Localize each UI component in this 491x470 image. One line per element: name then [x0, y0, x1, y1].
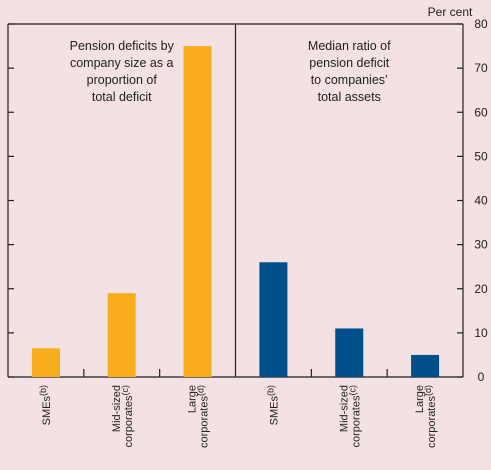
bar: [335, 328, 364, 377]
bar: [107, 293, 136, 377]
y-tick-label: 20: [474, 282, 488, 296]
category-note: (d): [196, 385, 206, 396]
panel-title-line: total deficit: [92, 90, 152, 104]
unit-label: Per cent: [428, 5, 473, 19]
category-label: Largecorporates(d): [414, 385, 438, 448]
y-tick-label: 80: [474, 17, 488, 31]
category-label-line-1: Large: [414, 385, 426, 413]
category-label-line-1: Mid-sized: [338, 385, 350, 432]
category-label-line-2: corporates: [123, 395, 135, 447]
y-axis: 0 10 20 30 40 50 60 70 80: [8, 17, 488, 384]
y-tick-label: 30: [474, 238, 488, 252]
category-label-line-1: SMEs: [41, 396, 53, 426]
category-label: SMEs(b): [265, 385, 280, 425]
category-label-line-2: corporates: [426, 396, 438, 448]
panel-deficit-share: Pension deficits by company size as a prop…: [31, 39, 212, 448]
y-tick-label: 0: [478, 370, 485, 384]
category-note: (d): [423, 385, 433, 396]
bar: [259, 262, 288, 377]
category-label: Mid-sizedcorporates(c): [338, 385, 362, 447]
category-label: Largecorporates(d): [187, 385, 211, 448]
panel-title-line: to companies’: [311, 73, 388, 87]
panel-title-line: company size as a: [70, 56, 174, 70]
category-note: (b): [38, 385, 48, 396]
category-label-line-1: Mid-sized: [111, 385, 123, 432]
y-tick-label: 40: [474, 194, 488, 208]
panel-title-line: pension deficit: [309, 56, 389, 70]
panel-median-ratio: Median ratio of pension deficit to compani…: [259, 39, 440, 448]
panel-title-line: total assets: [318, 90, 381, 104]
category-note: (b): [265, 385, 275, 396]
y-tick-label: 50: [474, 149, 488, 163]
category-label-line-2: corporates: [350, 395, 362, 447]
category-label-line-1: Large: [187, 385, 199, 413]
panel-title-line: Pension deficits by: [70, 39, 175, 53]
category-label: Mid-sizedcorporates(c): [111, 385, 135, 447]
category-note: (c): [120, 385, 130, 396]
bar: [183, 46, 212, 377]
y-tick-label: 60: [474, 105, 488, 119]
category-note: (c): [347, 385, 357, 396]
bar: [31, 348, 60, 377]
category-label-line-2: corporates: [199, 396, 211, 448]
category-label-line-1: SMEs: [268, 396, 280, 426]
category-label: SMEs(b): [38, 385, 53, 425]
panel-title-line: proportion of: [87, 73, 158, 87]
bar: [411, 354, 440, 377]
panel-title-line: Median ratio of: [308, 39, 391, 53]
y-tick-label: 70: [474, 61, 488, 75]
y-tick-label: 10: [474, 326, 488, 340]
